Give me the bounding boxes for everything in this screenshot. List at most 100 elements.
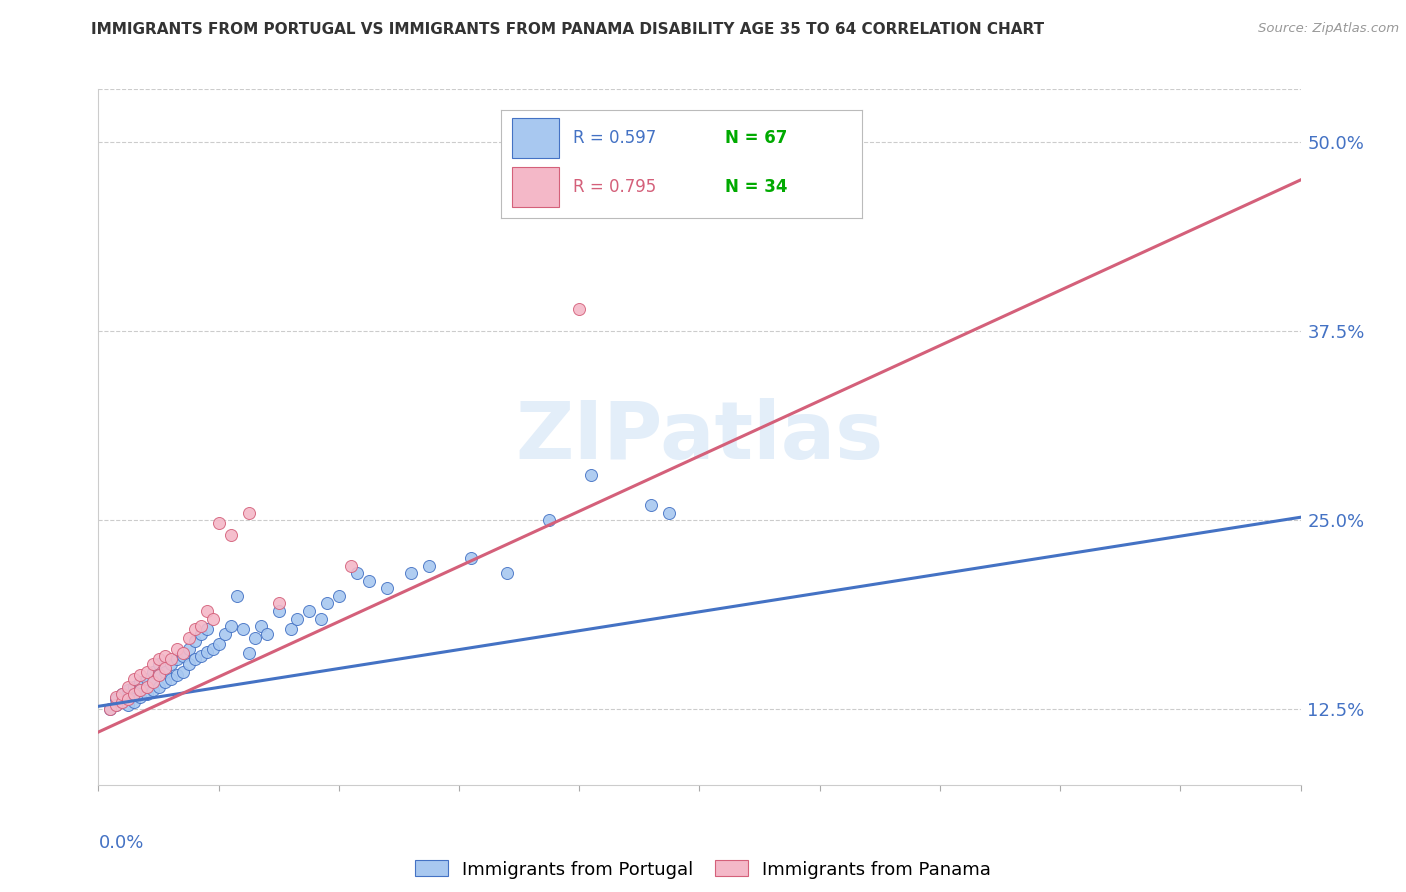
- Point: [148, 657, 170, 671]
- Point: [100, 702, 122, 716]
- Point: [117, 691, 139, 706]
- Point: [808, 120, 831, 134]
- Point: [208, 516, 231, 531]
- Point: [238, 506, 260, 520]
- Point: [177, 632, 200, 646]
- Point: [219, 528, 242, 542]
- Text: 0.0%: 0.0%: [98, 834, 143, 852]
- Point: [256, 626, 278, 640]
- Text: IMMIGRANTS FROM PORTUGAL VS IMMIGRANTS FROM PANAMA DISABILITY AGE 35 TO 64 CORRE: IMMIGRANTS FROM PORTUGAL VS IMMIGRANTS F…: [91, 22, 1045, 37]
- Point: [159, 652, 181, 666]
- Point: [357, 574, 380, 588]
- Point: [658, 506, 681, 520]
- Text: ZIPatlas: ZIPatlas: [516, 398, 883, 476]
- Point: [141, 675, 163, 690]
- Point: [328, 589, 350, 603]
- Point: [581, 467, 603, 482]
- Point: [249, 619, 271, 633]
- Point: [141, 657, 163, 671]
- Point: [135, 687, 157, 701]
- Point: [159, 672, 181, 686]
- Point: [129, 690, 152, 705]
- Point: [172, 649, 194, 664]
- Point: [135, 680, 157, 694]
- Point: [153, 661, 176, 675]
- Point: [538, 513, 561, 527]
- Point: [232, 622, 254, 636]
- Point: [111, 695, 134, 709]
- Point: [568, 301, 591, 316]
- Point: [124, 687, 146, 701]
- Point: [315, 597, 337, 611]
- Point: [309, 611, 332, 625]
- Point: [208, 637, 231, 651]
- Point: [195, 645, 218, 659]
- Point: [141, 682, 163, 697]
- Point: [111, 695, 134, 709]
- Point: [153, 665, 176, 679]
- Point: [117, 690, 139, 705]
- Point: [183, 622, 205, 636]
- Point: [640, 498, 662, 512]
- Point: [135, 672, 157, 686]
- Point: [105, 698, 128, 712]
- Point: [195, 622, 218, 636]
- Point: [124, 695, 146, 709]
- Point: [177, 657, 200, 671]
- Point: [117, 680, 139, 694]
- Point: [225, 589, 247, 603]
- Point: [105, 698, 128, 712]
- Point: [190, 649, 212, 664]
- Point: [135, 680, 157, 694]
- Point: [298, 604, 321, 618]
- Point: [267, 604, 290, 618]
- Point: [201, 641, 224, 656]
- Point: [148, 652, 170, 666]
- Point: [190, 619, 212, 633]
- Point: [201, 611, 224, 625]
- Point: [141, 675, 163, 690]
- Point: [148, 667, 170, 681]
- Point: [153, 675, 176, 690]
- Point: [105, 690, 128, 705]
- Point: [346, 566, 368, 581]
- Point: [129, 675, 152, 690]
- Point: [117, 698, 139, 712]
- Point: [100, 702, 122, 716]
- Point: [148, 680, 170, 694]
- Point: [243, 632, 266, 646]
- Point: [399, 566, 422, 581]
- Point: [124, 687, 146, 701]
- Point: [177, 641, 200, 656]
- Point: [129, 667, 152, 681]
- Point: [267, 597, 290, 611]
- Point: [148, 667, 170, 681]
- Point: [172, 665, 194, 679]
- Point: [285, 611, 308, 625]
- Point: [159, 657, 181, 671]
- Point: [214, 626, 236, 640]
- Point: [219, 619, 242, 633]
- Point: [496, 566, 519, 581]
- Point: [375, 582, 398, 596]
- Point: [105, 691, 128, 706]
- Point: [153, 649, 176, 664]
- Point: [166, 652, 188, 666]
- Point: [129, 682, 152, 697]
- Point: [141, 665, 163, 679]
- Point: [460, 551, 482, 566]
- Legend: Immigrants from Portugal, Immigrants from Panama: Immigrants from Portugal, Immigrants fro…: [415, 860, 991, 879]
- Text: Source: ZipAtlas.com: Source: ZipAtlas.com: [1258, 22, 1399, 36]
- Point: [117, 682, 139, 697]
- Point: [195, 604, 218, 618]
- Point: [340, 558, 363, 573]
- Point: [111, 687, 134, 701]
- Point: [280, 622, 302, 636]
- Point: [135, 665, 157, 679]
- Point: [183, 634, 205, 648]
- Point: [418, 558, 440, 573]
- Point: [129, 682, 152, 697]
- Point: [190, 626, 212, 640]
- Point: [238, 646, 260, 660]
- Point: [172, 646, 194, 660]
